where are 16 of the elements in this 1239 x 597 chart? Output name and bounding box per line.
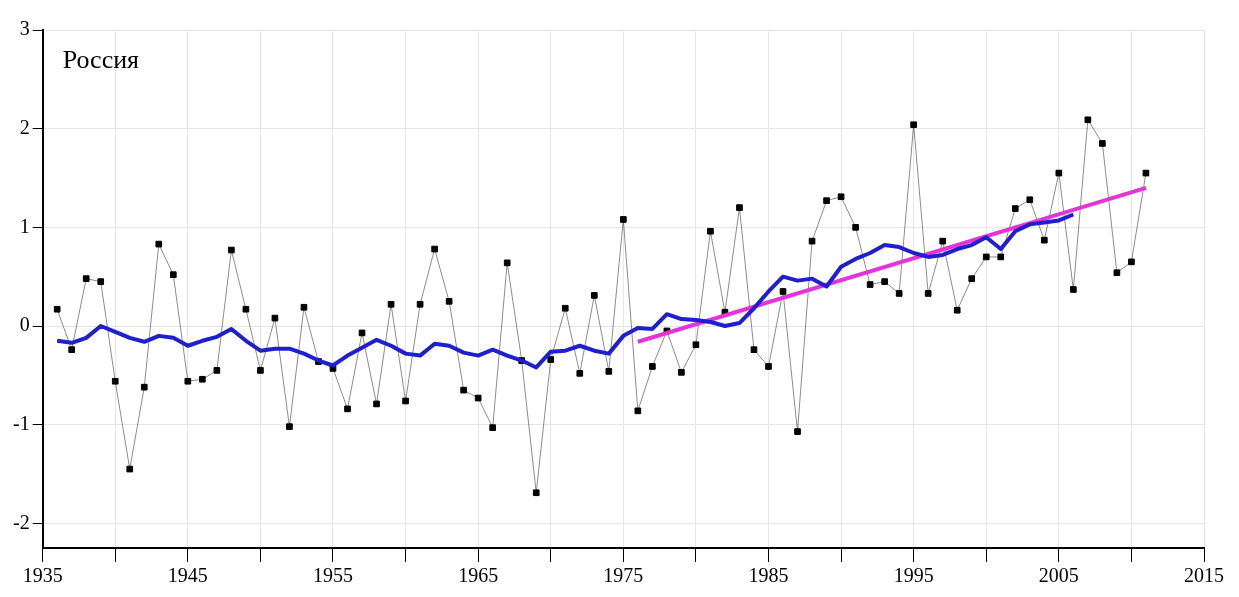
x-tick-label: 1995 bbox=[893, 564, 934, 587]
x-tick-label: 1985 bbox=[748, 564, 789, 587]
y-tick-label: 0 bbox=[19, 313, 30, 336]
y-tick-label: 2 bbox=[19, 115, 30, 138]
y-tick-label: -2 bbox=[12, 510, 30, 533]
y-tick-label: -1 bbox=[12, 411, 30, 434]
x-tick-label: 1965 bbox=[458, 564, 499, 587]
y-tick-label: 3 bbox=[19, 17, 30, 40]
y-tick-label: 1 bbox=[19, 214, 30, 237]
x-tick-label: 1945 bbox=[167, 564, 208, 587]
x-tick-label: 2015 bbox=[1184, 564, 1224, 587]
x-tick-label: 2005 bbox=[1038, 564, 1079, 587]
x-tick-label: 1935 bbox=[22, 564, 63, 587]
x-tick-label: 1975 bbox=[603, 564, 644, 587]
x-tick-label: 1955 bbox=[313, 564, 353, 587]
annotation: Россия bbox=[62, 44, 140, 74]
